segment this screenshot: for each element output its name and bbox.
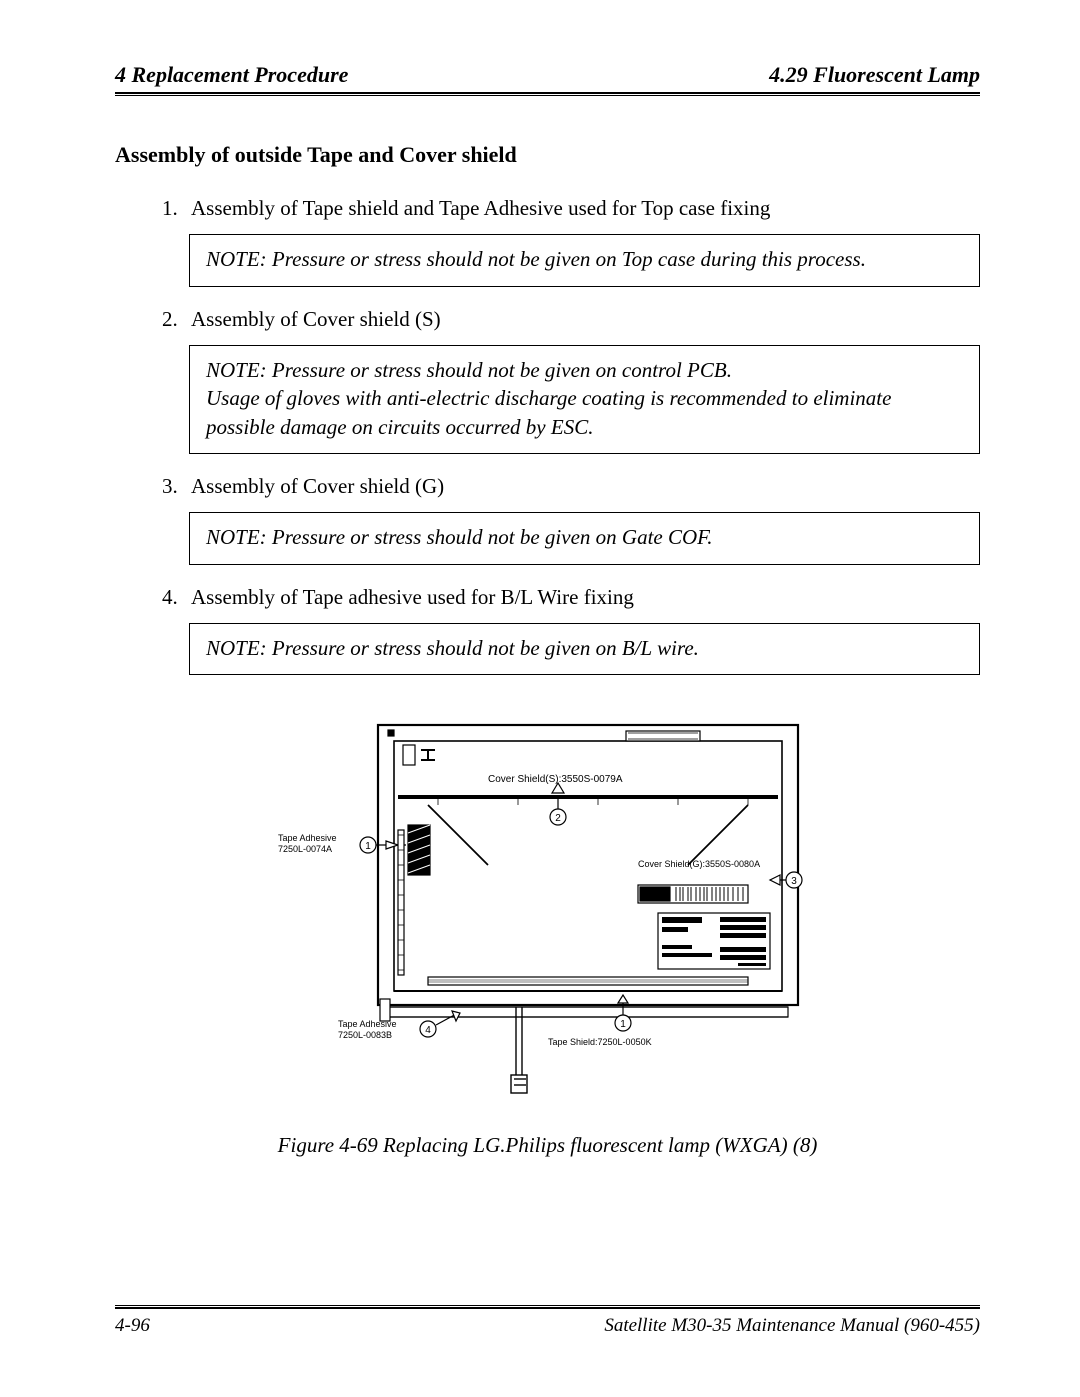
figure-caption: Figure 4-69 Replacing LG.Philips fluores… [115,1133,980,1158]
step-3-note: NOTE: Pressure or stress should not be g… [189,512,980,564]
label-tape-shield: Tape Shield:7250L-0050K [548,1037,652,1047]
step-1: Assembly of Tape shield and Tape Adhesiv… [183,194,980,287]
step-4-text: Assembly of Tape adhesive used for B/L W… [191,583,980,611]
figure-wrap: 2 Cover Shield(S):3550S-0079A [115,715,980,1158]
label-tape-adhesive-bottom-line2: 7250L-0083B [338,1030,392,1040]
header-rule-thin [115,95,980,96]
header-left: 4 Replacement Procedure [115,62,348,88]
page: 4 Replacement Procedure 4.29 Fluorescent… [0,0,1080,1397]
label-tape-adhesive-left-line2: 7250L-0074A [278,844,332,854]
callout-4-text: 4 [425,1025,431,1036]
cover-shield-g [638,885,770,969]
label-cover-shield-g: Cover Shield(G):3550S-0080A [638,859,760,869]
page-header: 4 Replacement Procedure 4.29 Fluorescent… [115,62,980,92]
step-2-note: NOTE: Pressure or stress should not be g… [189,345,980,454]
tape-adhesive-left [408,825,430,875]
footer-left: 4-96 [115,1315,150,1337]
label-cover-shield-s: Cover Shield(S):3550S-0079A [488,774,623,785]
diagram-root: 2 Cover Shield(S):3550S-0079A [278,725,802,1093]
callout-3-text: 3 [791,876,797,887]
step-2-note-text: NOTE: Pressure or stress should not be g… [206,358,891,439]
step-4-note-text: NOTE: Pressure or stress should not be g… [206,636,699,660]
step-1-note-text: NOTE: Pressure or stress should not be g… [206,247,866,271]
step-2-text: Assembly of Cover shield (S) [191,305,980,333]
label-tape-adhesive-bottom-line1: Tape Adhesive [338,1019,397,1029]
callout-2-text: 2 [555,813,561,824]
bl-wire [511,1007,527,1093]
step-4: Assembly of Tape adhesive used for B/L W… [183,583,980,676]
step-4-note: NOTE: Pressure or stress should not be g… [189,623,980,675]
label-tape-adhesive-left-line1: Tape Adhesive [278,833,337,843]
footer-rule-thick [115,1307,980,1309]
callout-2: 2 [550,783,566,825]
step-3-text: Assembly of Cover shield (G) [191,472,980,500]
step-1-note: NOTE: Pressure or stress should not be g… [189,234,980,286]
header-rule-thick [115,92,980,94]
page-footer: 4-96 Satellite M30-35 Maintenance Manual… [115,1305,980,1337]
step-1-text: Assembly of Tape shield and Tape Adhesiv… [191,194,980,222]
step-3-note-text: NOTE: Pressure or stress should not be g… [206,525,713,549]
steps-list: Assembly of Tape shield and Tape Adhesiv… [183,194,980,675]
callout-1-text: 1 [365,841,371,852]
header-right: 4.29 Fluorescent Lamp [769,62,980,88]
footer-right: Satellite M30-35 Maintenance Manual (960… [604,1315,980,1337]
callout-1b-text: 1 [620,1019,626,1030]
footer-rule-thin [115,1305,980,1306]
callout-3: 3 [770,872,802,888]
section-title: Assembly of outside Tape and Cover shiel… [115,142,980,168]
step-2: Assembly of Cover shield (S) NOTE: Press… [183,305,980,454]
step-3: Assembly of Cover shield (G) NOTE: Press… [183,472,980,565]
figure-diagram: 2 Cover Shield(S):3550S-0079A [268,715,828,1110]
